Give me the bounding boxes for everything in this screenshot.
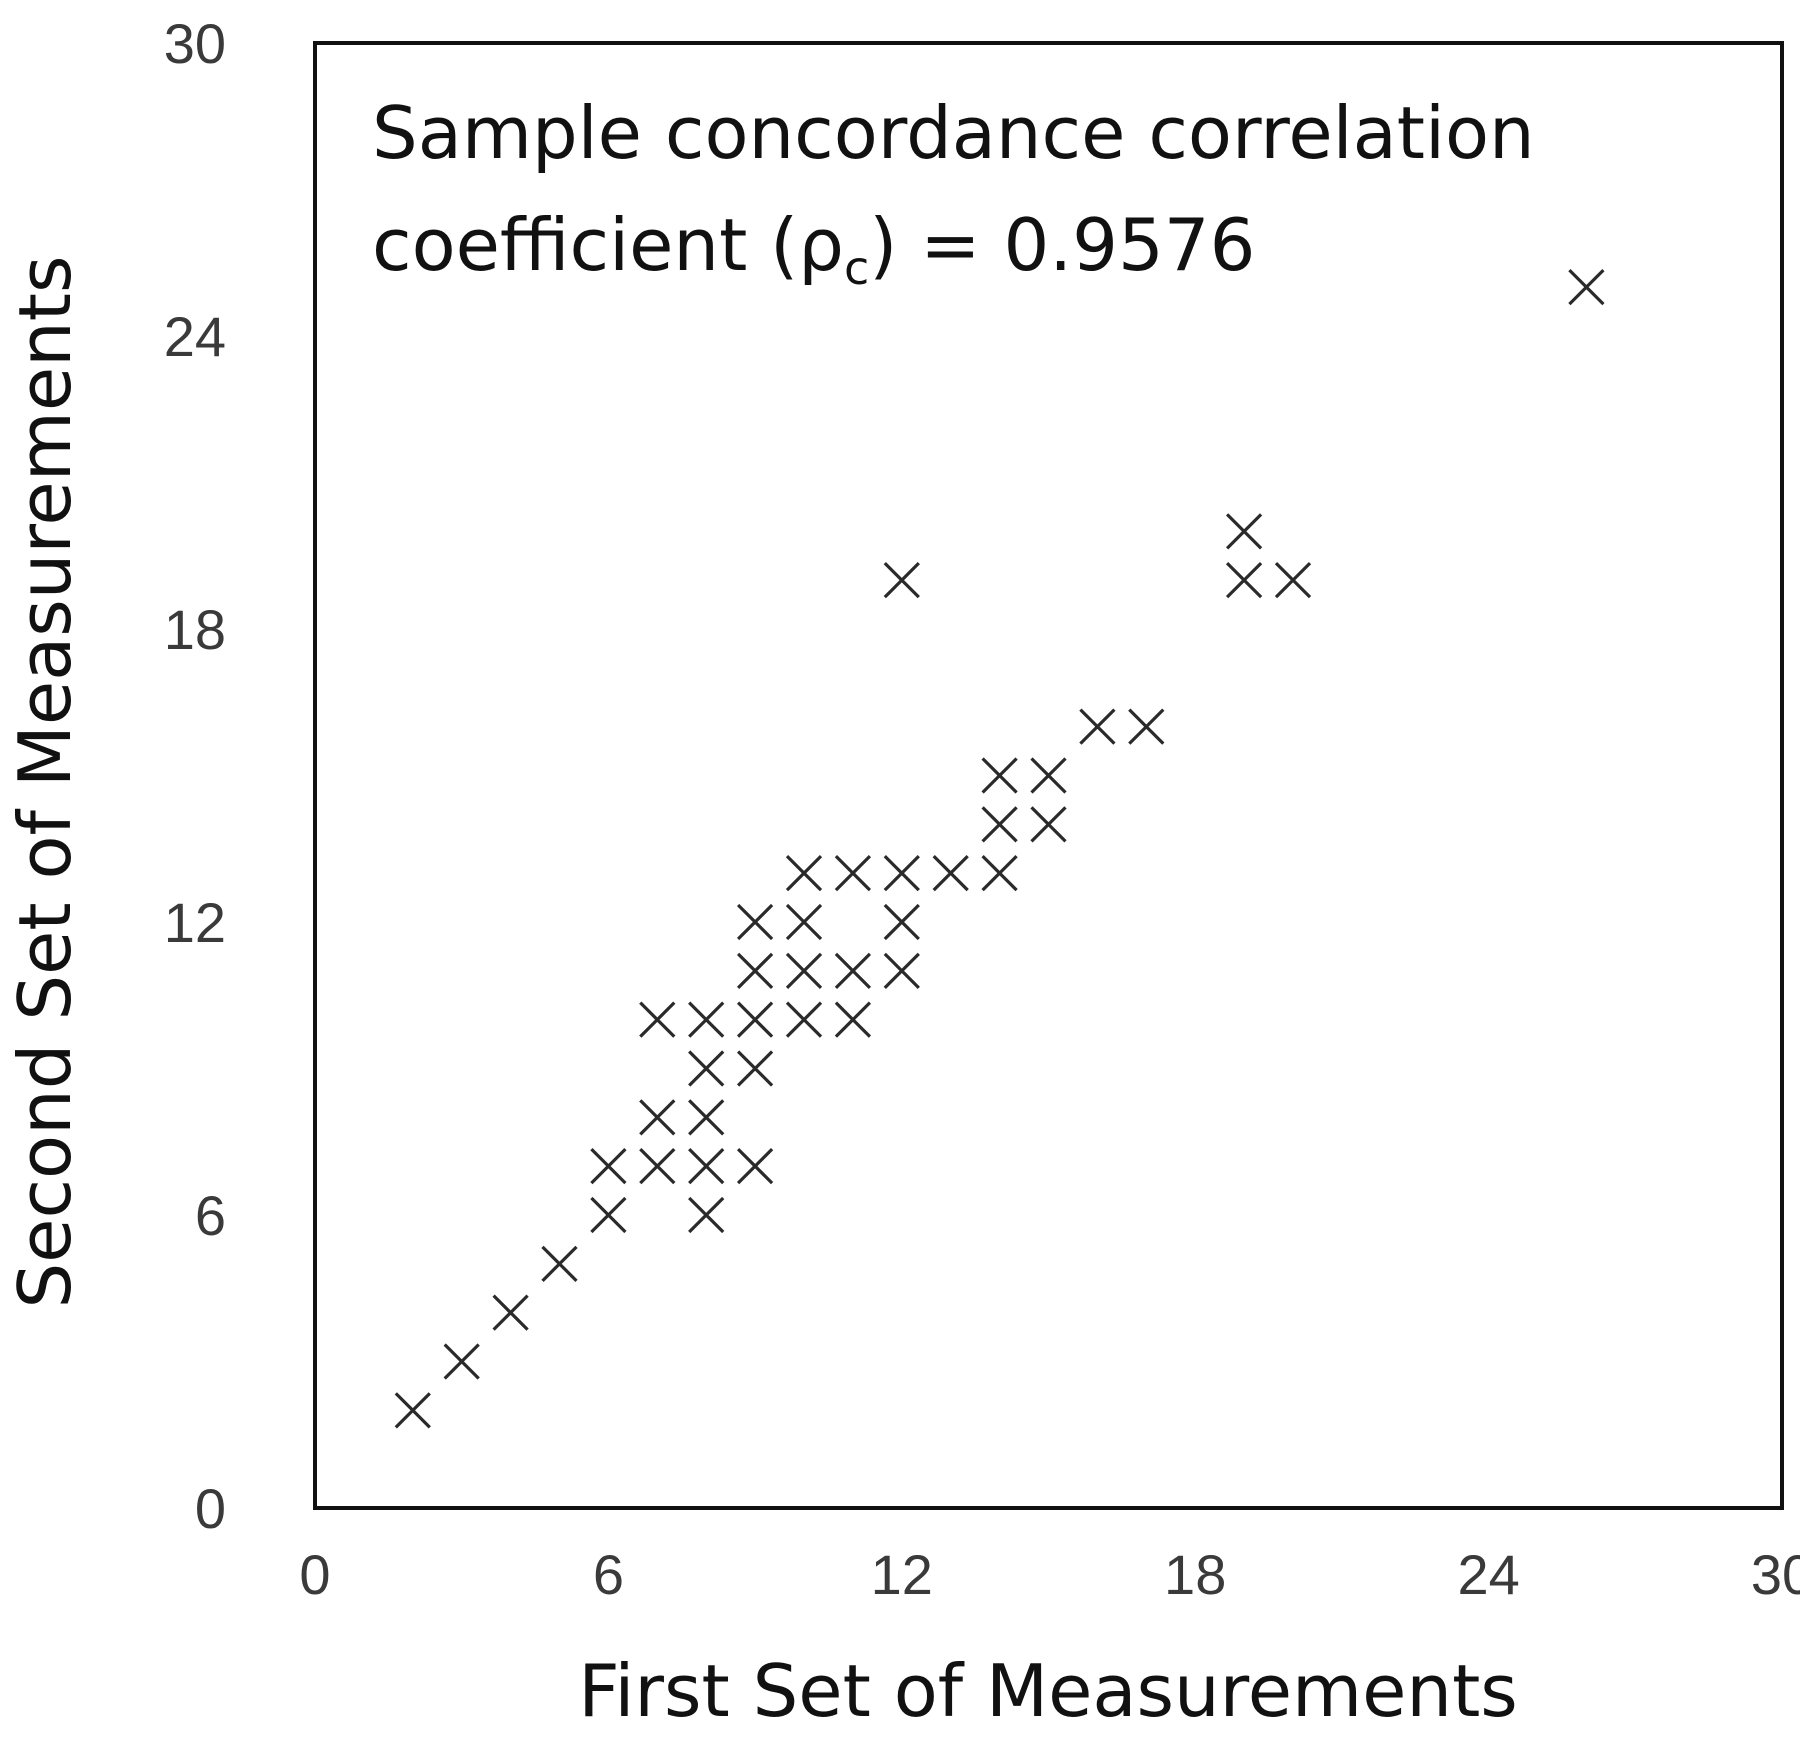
- data-point: [688, 1148, 725, 1185]
- data-point: [785, 1001, 823, 1038]
- plot-frame: [313, 41, 1784, 1510]
- data-point: [736, 1001, 774, 1038]
- data-point: [932, 855, 969, 892]
- data-point: [736, 952, 774, 989]
- data-point: [1079, 708, 1116, 745]
- data-point: [785, 855, 823, 892]
- y-tick-labels: 0 6 12 18 24 30: [164, 12, 226, 1540]
- annotation-line-1: Sample concordance correlation: [372, 91, 1535, 175]
- data-point: [688, 1001, 725, 1038]
- x-tick-label: 0: [299, 1543, 330, 1606]
- y-axis-title: Second Set of Measurements: [3, 255, 87, 1308]
- x-axis-title: First Set of Measurements: [578, 1649, 1518, 1733]
- x-tick-label: 18: [1164, 1543, 1226, 1606]
- data-point: [688, 1050, 725, 1087]
- x-tick-label: 6: [593, 1543, 624, 1606]
- x-tick-label: 12: [871, 1543, 933, 1606]
- y-tick-label: 0: [195, 1477, 226, 1540]
- data-point: [1274, 562, 1312, 599]
- data-point: [1128, 708, 1165, 745]
- data-point: [883, 855, 920, 892]
- data-point: [639, 1148, 676, 1185]
- data-point: [785, 952, 823, 989]
- data-point: [883, 952, 920, 989]
- data-points: [394, 269, 1605, 1429]
- y-tick-label: 30: [164, 12, 226, 75]
- data-point: [541, 1245, 578, 1282]
- data-point: [1568, 269, 1605, 306]
- annotation-prefix: coefficient (: [372, 203, 798, 287]
- data-point: [736, 903, 774, 941]
- x-tick-label: 24: [1457, 1543, 1519, 1606]
- data-point: [736, 1148, 774, 1185]
- y-tick-label: 18: [164, 598, 226, 661]
- y-tick-label: 24: [164, 305, 226, 368]
- annotation-line-2: coefficient (ρc) = 0.9576: [372, 203, 1255, 295]
- y-tick-label: 6: [195, 1184, 226, 1247]
- data-point: [834, 855, 872, 892]
- data-point: [492, 1294, 529, 1331]
- data-point: [443, 1343, 480, 1380]
- data-point: [1225, 562, 1263, 599]
- data-point: [639, 1099, 676, 1136]
- data-point: [834, 1001, 872, 1038]
- data-point: [883, 562, 920, 599]
- data-point: [1030, 757, 1067, 794]
- data-point: [1030, 806, 1067, 843]
- data-point: [394, 1392, 431, 1429]
- data-point: [590, 1148, 627, 1185]
- data-point: [981, 855, 1018, 892]
- data-point: [981, 757, 1018, 794]
- annotation-symbol: ρ: [798, 203, 844, 287]
- annotation-suffix: ) = 0.9576: [869, 203, 1255, 287]
- data-point: [883, 903, 920, 941]
- data-point: [590, 1196, 627, 1234]
- data-point: [736, 1050, 774, 1087]
- y-tick-label: 12: [164, 891, 226, 954]
- data-point: [639, 1001, 676, 1038]
- data-point: [981, 806, 1018, 843]
- data-point: [688, 1099, 725, 1136]
- data-point: [688, 1196, 725, 1234]
- data-point: [1225, 513, 1263, 550]
- x-tick-labels: 0 6 12 18 24 30: [299, 1543, 1800, 1606]
- data-point: [785, 903, 823, 941]
- x-tick-label: 30: [1751, 1543, 1800, 1606]
- annotation-subscript: c: [844, 241, 869, 295]
- data-point: [834, 952, 872, 989]
